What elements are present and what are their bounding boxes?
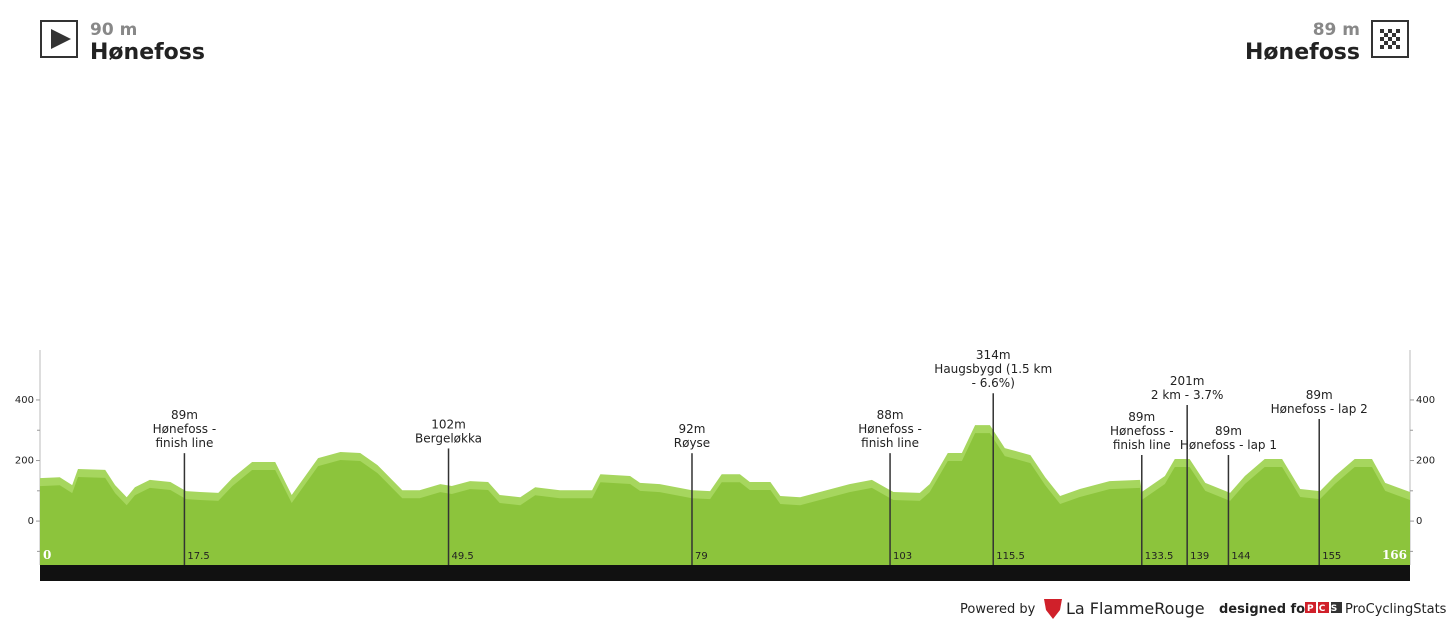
finish-elevation: 89 m [1313, 20, 1360, 40]
waypoint-km: 17.5 [187, 551, 209, 562]
pcs-box [1318, 602, 1329, 613]
waypoint-elevation: 201m [1170, 374, 1205, 388]
waypoint-name: Haugsbygd (1.5 km [934, 362, 1052, 376]
y-tick-label: 400 [1416, 395, 1435, 406]
y-tick-label: 0 [1416, 516, 1422, 527]
checker-square [1392, 33, 1396, 37]
start-name: Hønefoss [90, 40, 205, 65]
pcs-box [1331, 602, 1342, 613]
waypoint-elevation: 89m [1215, 424, 1242, 438]
waypoint-elevation: 89m [1306, 388, 1333, 402]
waypoint-km: 49.5 [452, 551, 474, 562]
checker-square [1396, 45, 1400, 49]
waypoint-name: Hønefoss - [153, 422, 217, 436]
waypoint-name: Bergeløkka [415, 431, 482, 445]
waypoint-elevation: 102m [431, 417, 466, 431]
checker-square [1384, 41, 1388, 45]
pcs-name: ProCyclingStats [1345, 602, 1447, 617]
checker-square [1396, 37, 1400, 41]
checker-square [1380, 37, 1384, 41]
start-icon-arrow [51, 29, 71, 49]
waypoint-name: Hønefoss - lap 1 [1180, 438, 1277, 452]
brand-logo [1044, 599, 1062, 619]
start-icon [40, 20, 78, 58]
y-tick-label: 0 [28, 516, 34, 527]
y-tick-label: 200 [15, 456, 34, 467]
waypoint-name: Hønefoss - [858, 422, 922, 436]
waypoint-name: finish line [861, 436, 919, 450]
waypoint-km: 79 [695, 551, 708, 562]
finish-km: 166 [1382, 548, 1407, 562]
checker-square [1392, 41, 1396, 45]
pcs-logo: PCS [1307, 604, 1342, 614]
waypoint-km: 103 [893, 551, 912, 562]
waypoint-elevation: 88m [877, 408, 904, 422]
checker-square [1380, 45, 1384, 49]
checker-square [1388, 45, 1392, 49]
start-km: 0 [43, 548, 51, 562]
waypoint-name: 2 km - 3.7% [1151, 388, 1224, 402]
waypoint-km: 139 [1190, 551, 1209, 562]
checker-square [1388, 29, 1392, 33]
waypoint-name: finish line [156, 436, 214, 450]
plot: 0 0 200 200 400 400 [15, 395, 1435, 565]
y-tick-label: 200 [1416, 456, 1435, 467]
finish-name: Hønefoss [1245, 40, 1360, 65]
finish-icon [1371, 20, 1409, 58]
y-tick-label: 400 [15, 395, 34, 406]
waypoint-name: finish line [1113, 438, 1171, 452]
waypoint-name: Hønefoss - [1110, 424, 1174, 438]
checker-square [1384, 33, 1388, 37]
waypoint-elevation: 89m [1128, 410, 1155, 424]
finish-icon-flag [1380, 29, 1400, 49]
waypoint-elevation: 89m [171, 408, 198, 422]
waypoint-km: 155 [1322, 551, 1341, 562]
start-elevation: 90 m [90, 20, 137, 40]
waypoint-name: Hønefoss - lap 2 [1271, 402, 1368, 416]
waypoint-elevation: 92m [679, 422, 706, 436]
profile-shade [40, 433, 1410, 565]
waypoint-km: 144 [1231, 551, 1250, 562]
waypoint-elevation: 314m [976, 348, 1011, 362]
brand: La FlammeRouge [1066, 599, 1205, 618]
waypoint-km: 133.5 [1145, 551, 1174, 562]
designed-for: designed for [1219, 602, 1312, 617]
waypoint-name: - 6.6%) [972, 376, 1015, 390]
checker-square [1380, 29, 1384, 33]
powered-by: Powered by [960, 602, 1036, 617]
base-strip [40, 565, 1410, 581]
waypoint-name: Røyse [674, 436, 710, 450]
checker-square [1388, 37, 1392, 41]
pcs-box [1305, 602, 1316, 613]
waypoint-km: 115.5 [996, 551, 1025, 562]
checker-square [1396, 29, 1400, 33]
